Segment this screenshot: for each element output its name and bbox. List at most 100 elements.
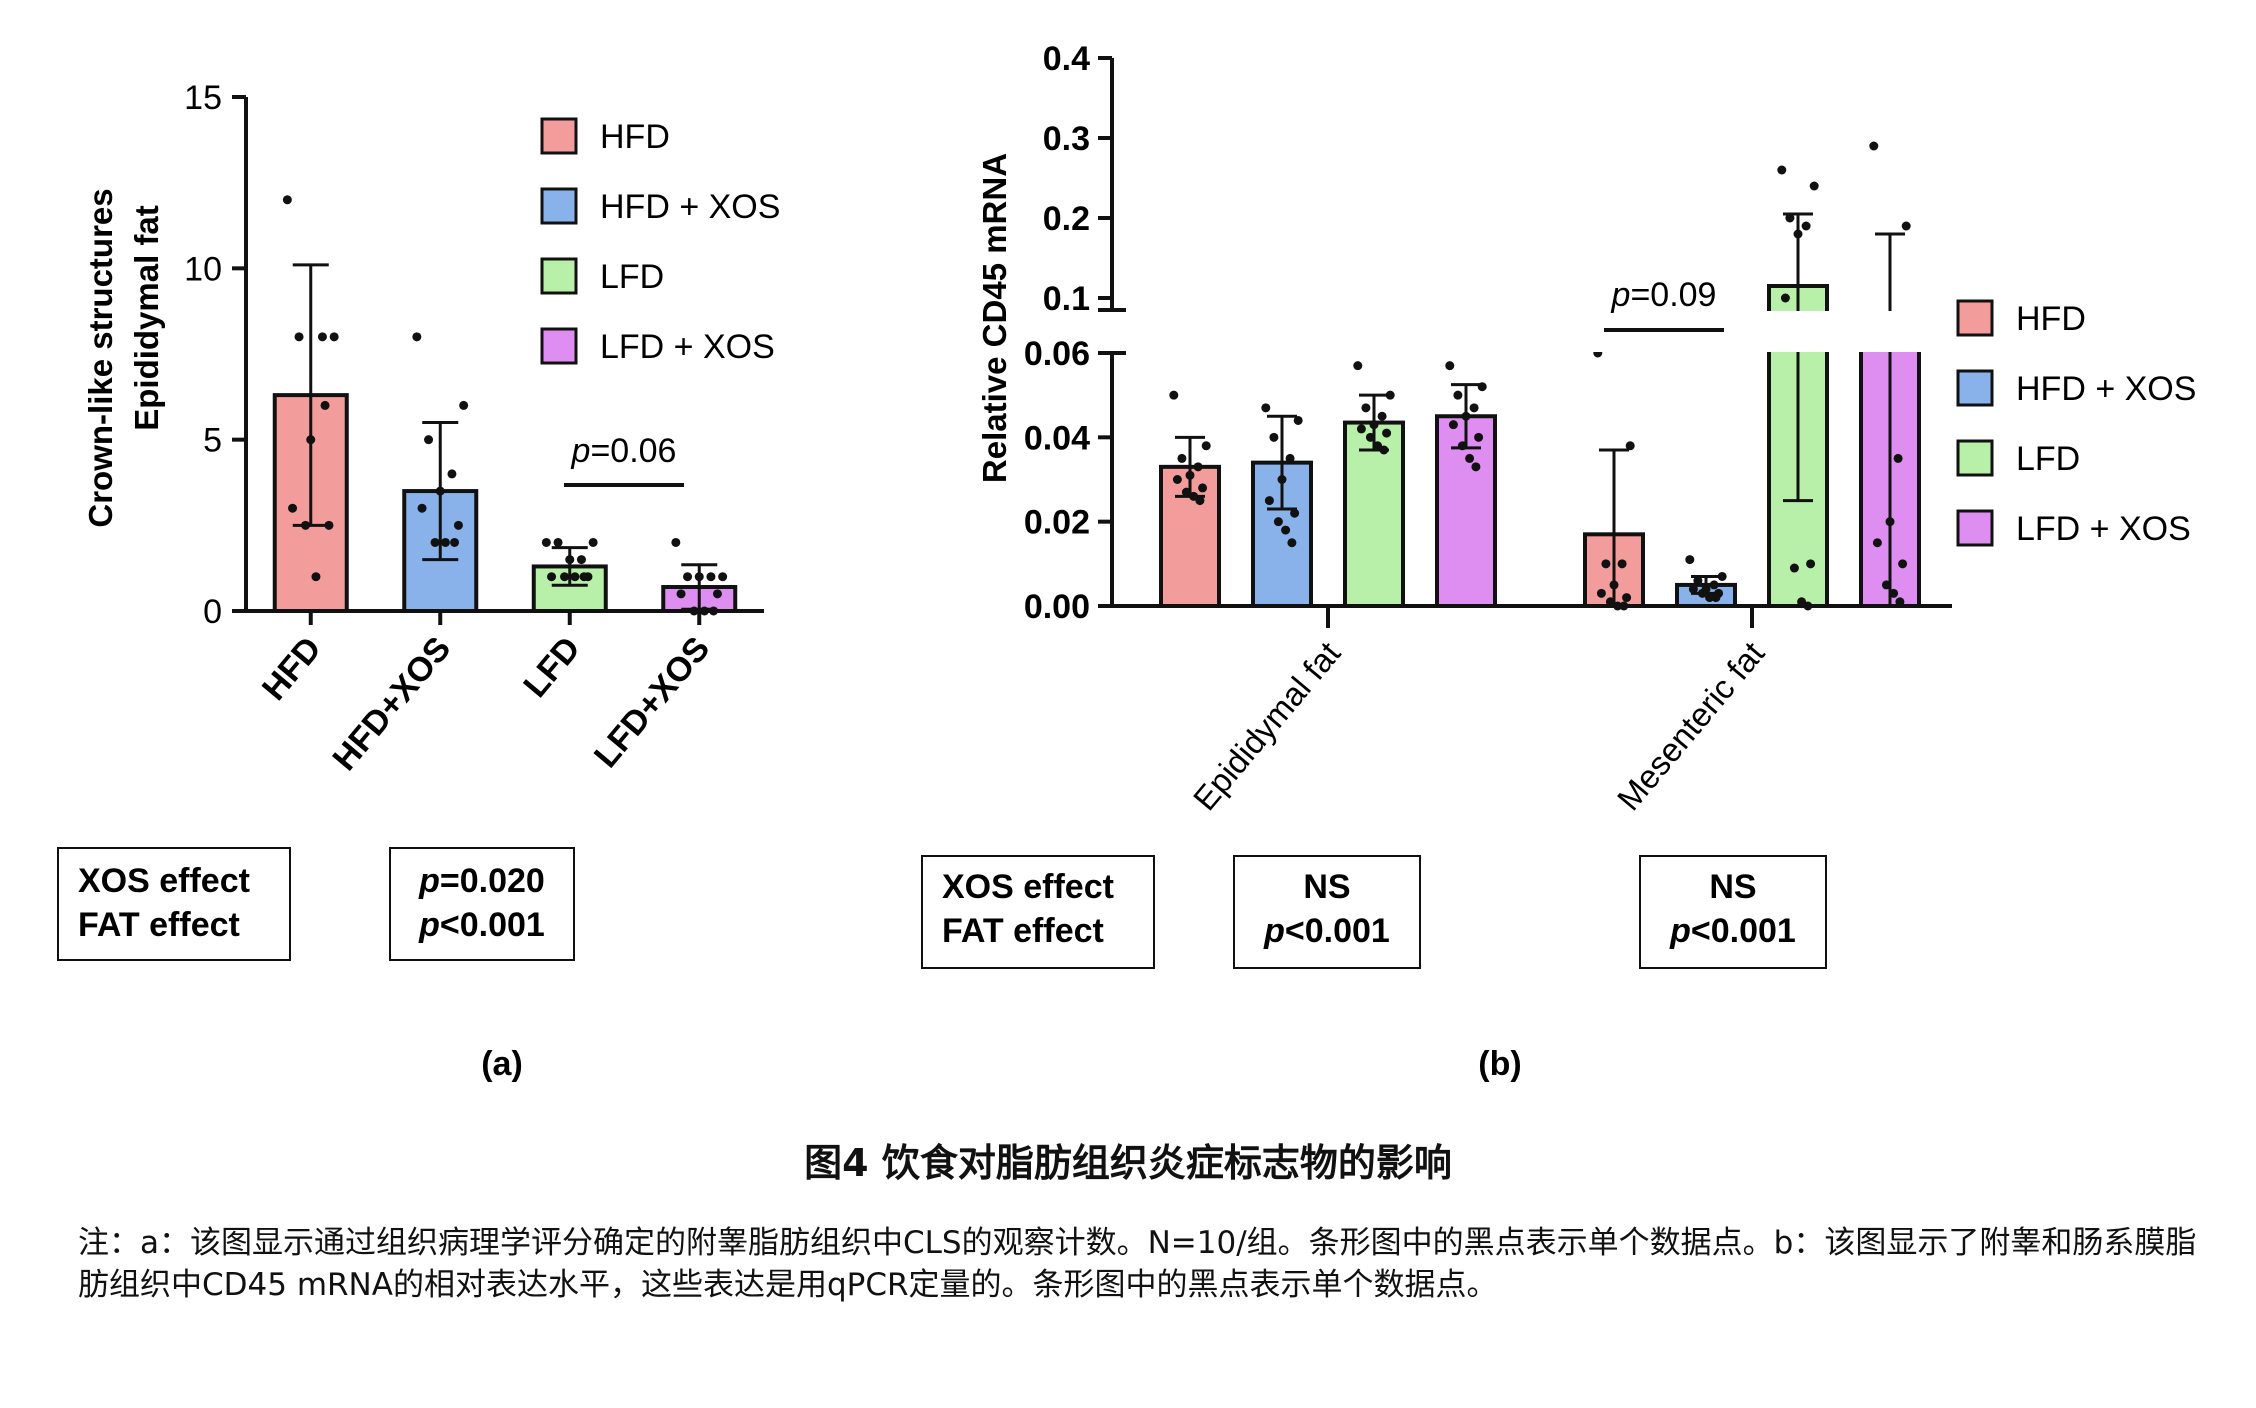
points-a-3-point — [579, 572, 589, 582]
y-tick-label-b: 0.1 — [1043, 280, 1090, 318]
points-a-3-point — [565, 555, 575, 565]
points-b-point — [1777, 165, 1787, 175]
stats-box-a-labels — [57, 847, 291, 961]
points-b-point — [1785, 213, 1795, 223]
points-b-point — [1169, 390, 1179, 400]
x-tick-label-a: LFD — [516, 630, 588, 705]
points-a-4-point — [706, 572, 716, 582]
points-b-point — [1617, 559, 1627, 569]
points-a-2-point — [412, 332, 422, 342]
points-b-point — [1693, 576, 1703, 586]
points-a-3-point — [570, 572, 580, 582]
points-a-3-point — [553, 537, 563, 547]
y-tick-label-a: 10 — [184, 250, 222, 288]
figure-caption-title: 图4 饮食对脂肪组织炎症标志物的影响 — [804, 1141, 1452, 1185]
points-b-point — [1290, 508, 1300, 518]
points-b-point — [1596, 588, 1606, 598]
y-tick-label-b: 0.04 — [1024, 419, 1090, 457]
points-a-4-point — [671, 537, 681, 547]
points-b-point — [1806, 559, 1816, 569]
x-tick-label-a: HFD+XOS — [325, 630, 458, 778]
legend-b-label: LFD — [2016, 440, 2080, 478]
points-a-1-point — [294, 332, 304, 342]
y-axis-label-a-line2: Epididymal fat — [128, 205, 165, 431]
annotation-a-label: p=0.06 — [571, 432, 677, 470]
points-b-point — [1474, 432, 1484, 442]
stats-box-b-ns: NS — [1303, 868, 1350, 906]
y-tick-label-b: 0.00 — [1024, 588, 1090, 626]
legend-b-swatch — [1956, 369, 1994, 407]
points-b-point — [1609, 580, 1619, 590]
points-a-1-point — [317, 332, 327, 342]
points-b-point — [1453, 390, 1463, 400]
points-b-point — [1789, 563, 1799, 573]
y-tick-label-a: 15 — [184, 79, 222, 117]
points-b-point — [1369, 420, 1379, 430]
panel-label-a: (a) — [481, 1045, 523, 1083]
points-b-point — [1711, 593, 1721, 603]
points-b-point — [1901, 221, 1911, 231]
points-b-point — [1869, 141, 1879, 151]
bar-b-LFD-1 — [1343, 420, 1405, 609]
stats-box-b-value: p<0.001 — [1263, 912, 1390, 950]
points-a-2-point — [450, 537, 460, 547]
points-b-point — [1801, 221, 1811, 231]
y-tick-label-a: 5 — [203, 422, 222, 460]
points-a-1-point — [306, 435, 316, 445]
legend-a-label: LFD — [600, 258, 664, 296]
points-a-2-point — [440, 537, 450, 547]
points-b-point — [1445, 361, 1455, 371]
points-b-point — [1780, 293, 1790, 303]
points-b-point — [1709, 580, 1719, 590]
legend-a-swatch — [540, 327, 578, 365]
x-tick-label-a: LFD+XOS — [587, 630, 718, 775]
stats-box-b-group — [1639, 855, 1827, 969]
points-a-1-point — [288, 503, 298, 513]
stats-box-b-label: FAT effect — [942, 912, 1104, 950]
points-b-point — [1195, 496, 1205, 506]
points-b-point — [1382, 428, 1392, 438]
points-a-1-point — [320, 400, 330, 410]
points-b-point — [1379, 445, 1389, 455]
points-a-1-point — [329, 332, 339, 342]
points-b-point — [1685, 555, 1695, 565]
points-b-point — [1448, 420, 1458, 430]
points-a-2-point — [430, 537, 440, 547]
points-a-1-point — [311, 572, 321, 582]
points-b-point — [1185, 470, 1195, 480]
points-a-4-point — [718, 572, 728, 582]
x-tick-label-b: Mesenteric fat — [1610, 635, 1772, 818]
points-a-1-point — [301, 520, 311, 530]
stats-box-a-label: FAT effect — [78, 906, 240, 944]
legend-b-swatch — [1956, 299, 1994, 337]
points-b-point — [1881, 580, 1891, 590]
points-b-point — [1625, 441, 1635, 451]
stats-box-a-value: p=0.020 — [418, 862, 545, 900]
points-b-point — [1377, 411, 1387, 421]
points-a-2-point — [435, 486, 445, 496]
stats-box-a-label: XOS effect — [78, 862, 250, 900]
legend-b-label: LFD + XOS — [2016, 510, 2191, 548]
points-b-point — [1889, 588, 1899, 598]
points-b-point — [1471, 462, 1481, 472]
points-a-3-point — [588, 537, 598, 547]
points-b-point — [1688, 584, 1698, 594]
legend-a-label: HFD — [600, 118, 670, 156]
x-tick-label-a: HFD — [255, 630, 329, 708]
points-b-point — [1885, 517, 1895, 527]
points-b-point — [1356, 424, 1366, 434]
points-b-point — [1622, 593, 1632, 603]
points-b-point — [1198, 483, 1208, 493]
stats-box-b-group — [1233, 855, 1421, 969]
annotation-b-label: p=0.09 — [1611, 276, 1717, 314]
points-a-4-point — [694, 572, 704, 582]
points-b-point — [1601, 559, 1611, 569]
points-a-3-point — [541, 537, 551, 547]
figure-caption-note: 注：a：该图显示通过组织病理学评分确定的附睾脂肪组织中CLS的观察计数。N=10… — [78, 1225, 2197, 1303]
points-b-point — [1281, 525, 1291, 535]
stats-box-b-ns: NS — [1709, 868, 1756, 906]
points-b-point — [1809, 181, 1819, 191]
legend-b-label: HFD — [2016, 300, 2086, 338]
points-a-2-point — [453, 520, 463, 530]
